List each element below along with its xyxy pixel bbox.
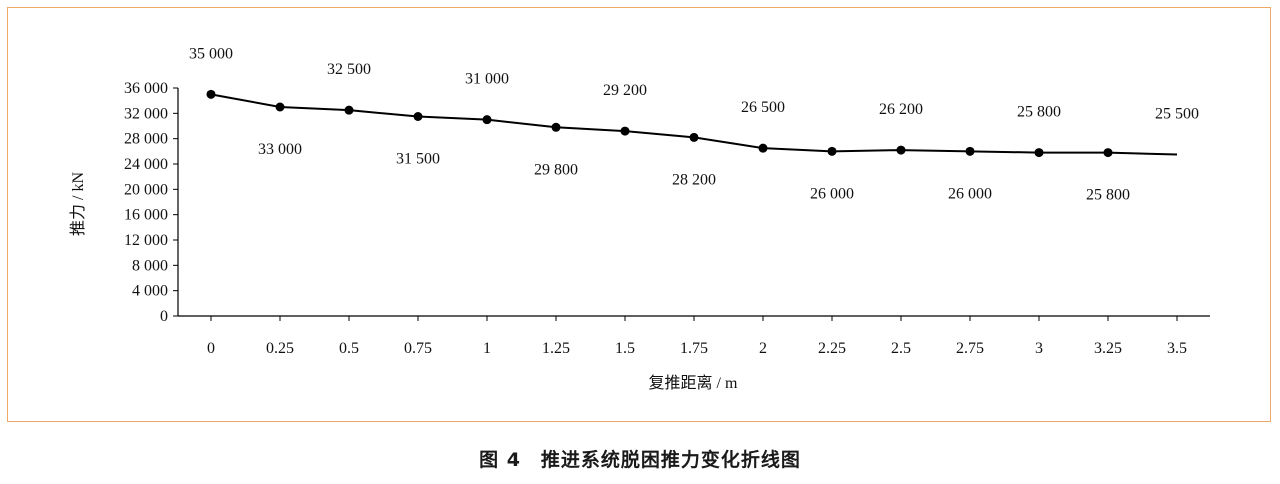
- y-tick-label: 28 000: [124, 131, 168, 148]
- y-tick-label: 32 000: [124, 105, 168, 122]
- data-label: 33 000: [258, 141, 302, 158]
- data-point: [827, 146, 837, 156]
- y-tick-label: 4 000: [132, 283, 168, 300]
- data-point: [1034, 148, 1044, 158]
- data-label: 31 500: [396, 151, 440, 168]
- data-label: 28 200: [672, 171, 716, 188]
- data-point: [551, 122, 561, 132]
- y-axis-ticks: 0 4 000 8 000 12 000 16 000 20 000 24 000 28 00…: [124, 80, 178, 325]
- data-point: [206, 89, 216, 99]
- data-point: [620, 126, 630, 136]
- x-tick-label: 2.25: [818, 340, 846, 357]
- x-tick-label: 0: [207, 340, 215, 357]
- data-label: 31 000: [465, 71, 509, 88]
- data-label: 26 500: [741, 99, 785, 116]
- data-point: [275, 102, 285, 112]
- data-label: 35 000: [189, 45, 233, 62]
- data-label: 25 800: [1086, 187, 1130, 204]
- x-tick-label: 2.75: [956, 340, 984, 357]
- data-point: [1103, 148, 1113, 158]
- data-label: 32 500: [327, 61, 371, 78]
- data-label: 26 200: [879, 101, 923, 118]
- figure-caption: 图 4 推进系统脱困推力变化折线图: [479, 449, 801, 471]
- data-label: 25 500: [1155, 106, 1199, 123]
- data-label: 26 000: [810, 185, 854, 202]
- data-point: [344, 105, 354, 115]
- thrust-series: [206, 89, 1178, 158]
- y-tick-label: 24 000: [124, 156, 168, 173]
- data-point: [758, 143, 768, 153]
- data-label: 29 800: [534, 161, 578, 178]
- x-tick-label: 3.25: [1094, 340, 1122, 357]
- x-axis-ticks: 0 0.25 0.5 0.75 1 1.25 1.5 1.75 2 2.25 2.5 2.75 3 3.2…: [207, 316, 1187, 357]
- x-tick-label: 1.25: [542, 340, 570, 357]
- data-point: [896, 145, 906, 155]
- chart-frame: [7, 7, 1271, 422]
- x-tick-label: 1.75: [680, 340, 708, 357]
- y-tick-label: 20 000: [124, 181, 168, 198]
- y-tick-label: 8 000: [132, 257, 168, 274]
- x-axis-title: 复推距离 / m: [649, 374, 738, 392]
- x-tick-label: 2.5: [891, 340, 911, 357]
- y-tick-label: 12 000: [124, 232, 168, 249]
- data-label: 29 200: [603, 82, 647, 99]
- x-tick-label: 0.75: [404, 340, 432, 357]
- data-point: [689, 132, 699, 142]
- data-point: [482, 115, 492, 125]
- x-tick-label: 0.25: [266, 340, 294, 357]
- y-axis-title: 推力 / kN: [69, 172, 87, 236]
- data-labels: 35 000 33 000 32 500 31 500 31 000 29 800 29 2…: [189, 45, 1199, 203]
- y-tick-label: 16 000: [124, 207, 168, 224]
- x-tick-label: 3: [1035, 340, 1043, 357]
- data-point: [965, 146, 975, 156]
- data-label: 25 800: [1017, 104, 1061, 121]
- chart-axes: [177, 88, 1210, 317]
- data-point: [413, 112, 423, 121]
- x-tick-label: 0.5: [339, 340, 359, 357]
- y-tick-label: 36 000: [124, 80, 168, 97]
- x-tick-label: 1: [483, 340, 491, 357]
- data-label: 26 000: [948, 185, 992, 202]
- x-tick-label: 2: [759, 340, 767, 357]
- x-tick-label: 1.5: [615, 340, 635, 357]
- x-tick-label: 3.5: [1167, 340, 1187, 357]
- line-chart: 0 4 000 8 000 12 000 16 000 20 000 24 000 28 00…: [69, 45, 1210, 392]
- y-tick-label: 0: [160, 308, 168, 325]
